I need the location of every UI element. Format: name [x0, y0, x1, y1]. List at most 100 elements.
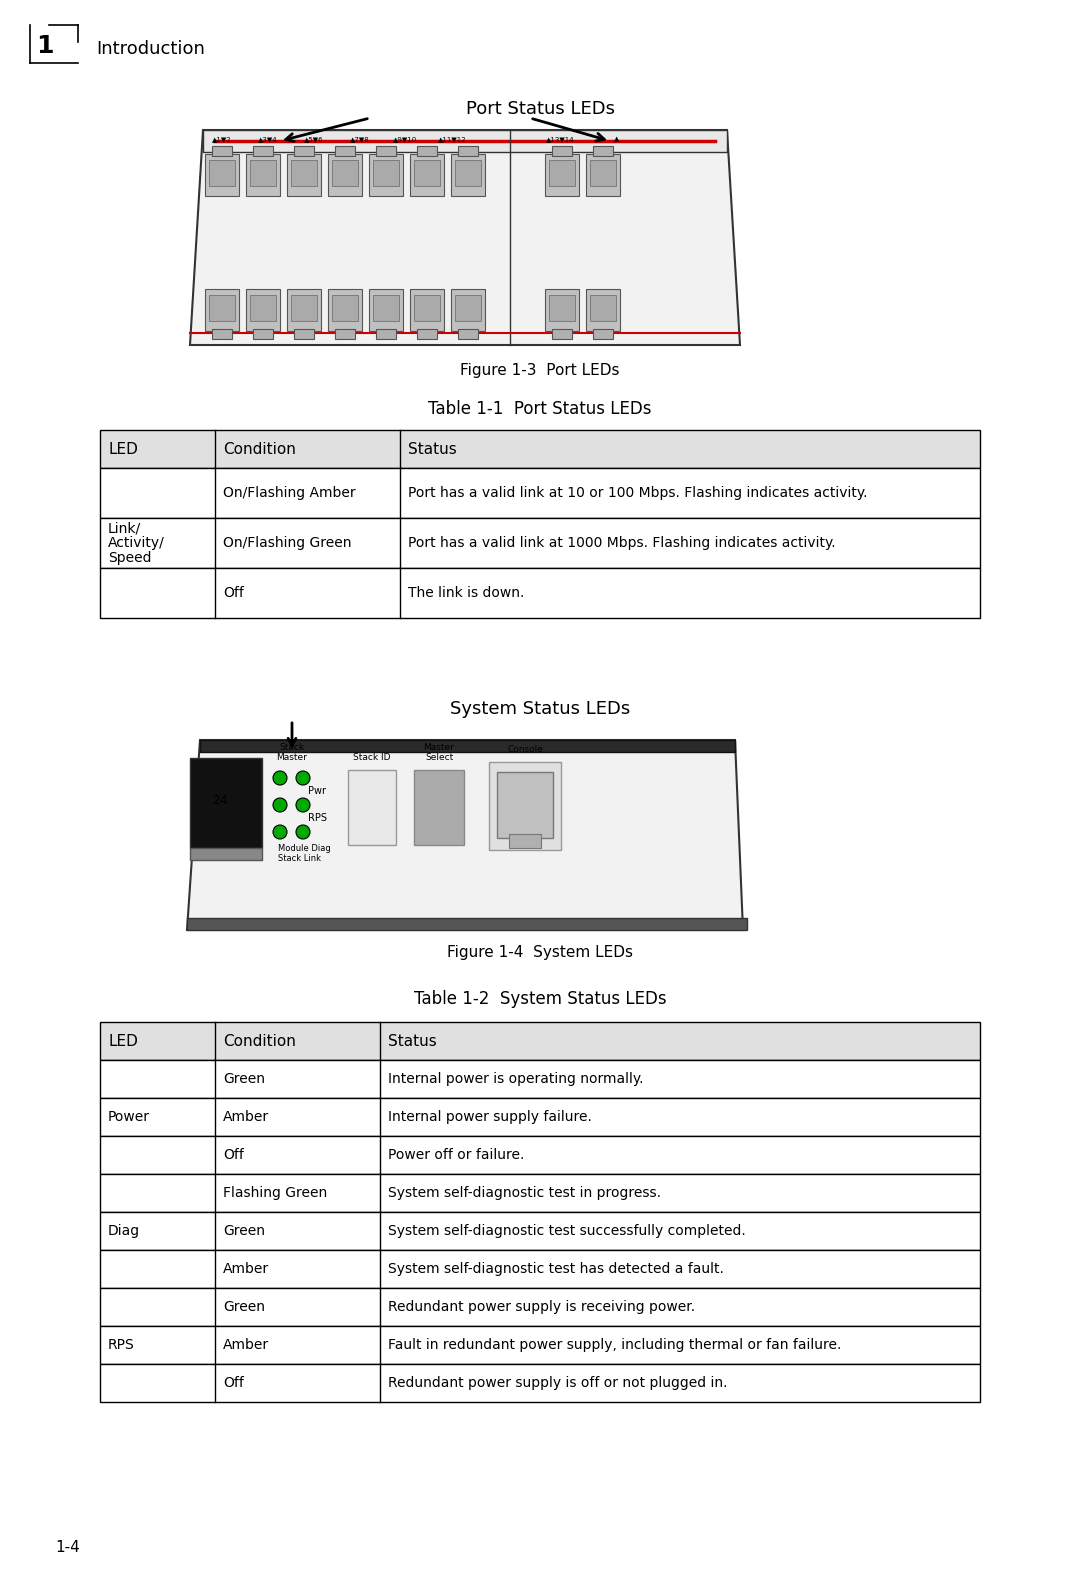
Bar	[417, 330, 437, 339]
Text: The link is down.: The link is down.	[408, 586, 525, 600]
Text: Activity/: Activity/	[108, 535, 165, 549]
Text: Internal power supply failure.: Internal power supply failure.	[388, 1110, 592, 1124]
Bar	[287, 289, 321, 331]
Text: Flashing Green: Flashing Green	[222, 1185, 327, 1199]
Bar	[414, 769, 464, 845]
Bar	[509, 834, 541, 848]
Bar	[332, 160, 357, 185]
Text: Stack Link: Stack Link	[278, 854, 321, 864]
Bar	[205, 289, 239, 331]
Text: Off: Off	[222, 1375, 244, 1389]
Polygon shape	[187, 739, 743, 929]
Text: Table 1-2  System Status LEDs: Table 1-2 System Status LEDs	[414, 991, 666, 1008]
Bar	[455, 160, 481, 185]
Text: Amber: Amber	[222, 1110, 269, 1124]
Circle shape	[296, 798, 310, 812]
Bar	[458, 330, 478, 339]
Bar	[203, 130, 727, 152]
Bar	[335, 146, 355, 155]
Text: Amber: Amber	[222, 1338, 269, 1352]
Text: Introduction: Introduction	[96, 39, 205, 58]
Text: Figure 1-4  System LEDs: Figure 1-4 System LEDs	[447, 945, 633, 959]
Circle shape	[273, 824, 287, 838]
Bar	[100, 468, 980, 518]
Bar	[294, 146, 314, 155]
Text: LED: LED	[108, 1033, 138, 1049]
Text: RPS: RPS	[308, 813, 327, 823]
Bar	[586, 289, 620, 331]
Text: ▲5▼6: ▲5▼6	[305, 137, 324, 141]
Bar	[545, 154, 579, 196]
Text: ▲7▼8: ▲7▼8	[350, 137, 369, 141]
Bar	[100, 1060, 980, 1097]
Bar	[253, 146, 273, 155]
Text: Green: Green	[222, 1225, 265, 1239]
Bar	[100, 1287, 980, 1327]
Bar	[287, 154, 321, 196]
Bar	[100, 1097, 980, 1137]
Text: Pwr: Pwr	[308, 787, 326, 796]
Text: Speed: Speed	[108, 551, 151, 565]
Bar	[593, 146, 613, 155]
Bar	[458, 146, 478, 155]
Text: 24: 24	[212, 793, 228, 807]
Circle shape	[273, 798, 287, 812]
Bar	[451, 289, 485, 331]
Text: Port Status LEDs: Port Status LEDs	[465, 100, 615, 118]
Text: System self-diagnostic test in progress.: System self-diagnostic test in progress.	[388, 1185, 661, 1199]
Text: Amber: Amber	[222, 1262, 269, 1276]
Bar	[100, 568, 980, 619]
Bar	[100, 518, 980, 568]
Bar	[246, 289, 280, 331]
Bar	[253, 330, 273, 339]
Text: ▲3▼4: ▲3▼4	[258, 137, 278, 141]
Text: Module Diag: Module Diag	[278, 845, 330, 853]
Text: Off: Off	[222, 1148, 244, 1162]
Text: Condition: Condition	[222, 441, 296, 457]
Bar	[291, 160, 318, 185]
Text: RPS: RPS	[108, 1338, 135, 1352]
Bar	[190, 848, 262, 860]
Bar	[328, 154, 362, 196]
Text: Console: Console	[508, 746, 543, 754]
Circle shape	[273, 771, 287, 785]
Bar	[410, 289, 444, 331]
Bar	[373, 160, 399, 185]
Text: ▲9▼10: ▲9▼10	[393, 137, 417, 141]
Bar	[590, 160, 616, 185]
Bar	[373, 295, 399, 320]
Bar	[549, 160, 575, 185]
Bar	[210, 160, 235, 185]
Text: Stack ID: Stack ID	[353, 754, 391, 761]
Bar	[369, 289, 403, 331]
Bar	[369, 154, 403, 196]
Text: ▲1▼2: ▲1▼2	[212, 137, 232, 141]
Text: Status: Status	[388, 1033, 436, 1049]
Bar	[100, 1212, 980, 1250]
Bar	[249, 295, 276, 320]
Bar	[497, 772, 553, 838]
Text: System self-diagnostic test has detected a fault.: System self-diagnostic test has detected…	[388, 1262, 724, 1276]
Bar	[549, 295, 575, 320]
Text: On/Flashing Amber: On/Flashing Amber	[222, 487, 355, 499]
Text: System Status LEDs: System Status LEDs	[450, 700, 630, 717]
Bar	[328, 289, 362, 331]
Bar	[451, 154, 485, 196]
Circle shape	[296, 824, 310, 838]
Bar	[593, 330, 613, 339]
Bar	[545, 289, 579, 331]
Bar	[190, 758, 262, 848]
Text: ▲11▼12: ▲11▼12	[437, 137, 467, 141]
Bar	[100, 1327, 980, 1364]
Text: ▲13▼14: ▲13▼14	[545, 137, 575, 141]
Text: Power off or failure.: Power off or failure.	[388, 1148, 525, 1162]
Bar	[414, 295, 440, 320]
Text: ▲: ▲	[615, 137, 620, 141]
Text: Redundant power supply is off or not plugged in.: Redundant power supply is off or not plu…	[388, 1375, 728, 1389]
Text: Green: Green	[222, 1072, 265, 1086]
Bar	[210, 295, 235, 320]
Bar	[291, 295, 318, 320]
Text: Stack
Master: Stack Master	[276, 743, 308, 761]
Text: 1: 1	[36, 35, 54, 58]
Bar	[187, 918, 747, 929]
